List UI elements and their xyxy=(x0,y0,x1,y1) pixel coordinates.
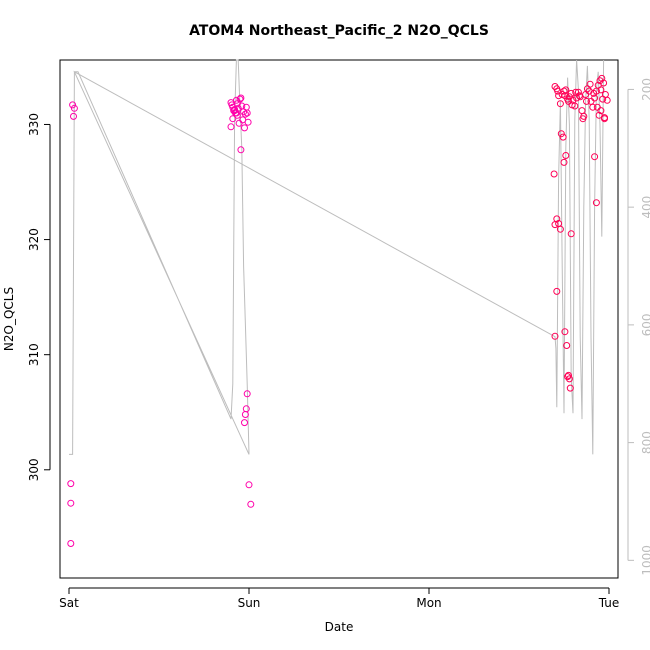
data-point xyxy=(70,104,78,112)
data-point xyxy=(241,124,248,132)
data-point xyxy=(599,95,607,103)
plot-area-frame xyxy=(59,59,619,579)
data-point xyxy=(67,480,75,488)
pressure-line-layer xyxy=(69,59,605,455)
data-point xyxy=(70,112,77,120)
data-point xyxy=(561,328,569,336)
data-point xyxy=(572,88,580,96)
data-point xyxy=(578,107,586,115)
data-point xyxy=(231,106,239,113)
data-point xyxy=(232,109,239,117)
data-point xyxy=(562,152,570,159)
data-point xyxy=(229,103,237,111)
y2-tick-label: 600 xyxy=(640,313,650,336)
y2-tick-label: 1000 xyxy=(640,545,650,576)
data-point xyxy=(575,92,583,100)
data-point xyxy=(556,100,564,108)
data-point xyxy=(568,101,576,109)
data-point xyxy=(596,77,604,85)
data-point xyxy=(243,390,251,398)
data-point xyxy=(592,199,600,207)
data-point xyxy=(557,130,565,138)
data-point xyxy=(560,158,568,166)
data-point xyxy=(551,332,559,340)
data-point xyxy=(567,230,575,238)
data-point xyxy=(600,79,608,87)
data-point xyxy=(561,92,569,100)
data-point xyxy=(565,97,572,105)
data-point xyxy=(229,115,237,123)
data-point xyxy=(233,100,241,108)
data-point xyxy=(591,94,599,102)
data-point xyxy=(242,405,250,413)
data-point xyxy=(566,384,574,392)
y-tick-label: 330 xyxy=(27,113,41,136)
data-point xyxy=(565,375,573,383)
data-point xyxy=(590,89,598,97)
y-tick-label: 310 xyxy=(27,343,41,366)
data-point xyxy=(598,74,606,82)
data-point xyxy=(574,88,582,96)
data-point xyxy=(67,499,75,507)
data-points-layer xyxy=(67,74,611,547)
data-point xyxy=(233,111,241,119)
data-point xyxy=(554,87,562,95)
data-point xyxy=(243,109,251,117)
x-tick-label: Sun xyxy=(238,596,261,610)
y2-tick-label: 400 xyxy=(640,196,650,219)
x-axis-label: Date xyxy=(325,620,354,634)
data-point xyxy=(564,373,572,381)
data-point xyxy=(245,481,253,489)
data-point xyxy=(595,111,603,119)
y-tick-label: 300 xyxy=(27,458,41,481)
data-point xyxy=(241,419,248,427)
data-point xyxy=(556,225,564,233)
data-point xyxy=(589,103,597,111)
data-point xyxy=(247,500,255,508)
chart-title: ATOM4 Northeast_Pacific_2 N2O_QCLS xyxy=(189,23,489,39)
data-point xyxy=(241,110,249,118)
data-point xyxy=(597,86,605,94)
y-axis-label: N2O_QCLS xyxy=(2,287,16,351)
data-point xyxy=(583,97,590,105)
data-point xyxy=(553,287,561,295)
data-point xyxy=(597,107,605,115)
data-point xyxy=(591,153,599,161)
data-point xyxy=(563,342,571,349)
y-tick-label: 320 xyxy=(27,228,41,251)
data-point xyxy=(232,96,240,104)
data-point xyxy=(586,80,594,88)
data-point xyxy=(601,115,608,123)
data-point xyxy=(579,115,587,123)
y2-tick-label: 200 xyxy=(640,78,650,101)
data-point xyxy=(567,89,575,97)
y-axis-right: 200 400 600 800 1000 xyxy=(627,78,650,576)
data-point xyxy=(551,221,559,229)
data-point xyxy=(550,170,558,178)
data-point xyxy=(244,118,252,126)
y-axis-left: 300 310 320 330 xyxy=(27,113,51,481)
data-point xyxy=(565,93,573,101)
x-axis: Sat Sun Mon Tue xyxy=(59,587,620,610)
x-tick-label: Tue xyxy=(598,596,620,610)
x-tick-label: Mon xyxy=(416,596,441,610)
data-point xyxy=(559,133,567,141)
data-point xyxy=(565,371,572,379)
pressure-line-0 xyxy=(69,59,605,455)
data-point xyxy=(603,96,611,104)
data-point xyxy=(69,101,77,109)
data-point xyxy=(237,146,245,154)
data-point xyxy=(227,123,235,131)
x-tick-label: Sat xyxy=(59,596,79,610)
y2-tick-label: 800 xyxy=(640,431,650,454)
data-point xyxy=(67,540,75,547)
